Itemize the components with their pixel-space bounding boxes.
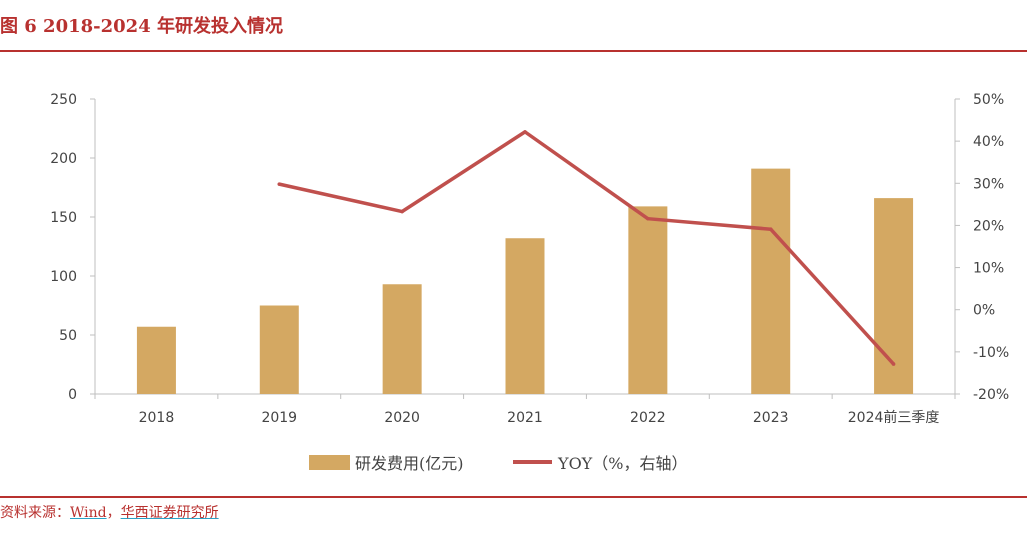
y-left-tick-label: 200 xyxy=(50,151,77,167)
bar xyxy=(382,284,422,394)
y-right-tick-label: -10% xyxy=(973,345,1009,361)
rd-investment-chart: 2018 2019 2020 2021 2022 2023 2024前三季度 0 50 100 1… xyxy=(50,92,1009,473)
y-left-tick-label: 50 xyxy=(59,328,77,344)
yoy-point xyxy=(277,182,282,186)
bar xyxy=(259,305,299,394)
bar xyxy=(751,168,791,394)
legend-bar-swatch xyxy=(309,455,350,470)
yoy-point xyxy=(768,227,773,232)
x-tick-label: 2018 xyxy=(139,410,175,426)
yoy-line-series xyxy=(277,130,896,366)
bar xyxy=(874,198,914,394)
x-axis-labels: 2018 2019 2020 2021 2022 2023 2024前三季度 xyxy=(139,409,940,426)
y-right-tick-label: 50% xyxy=(973,92,1004,108)
bar xyxy=(505,238,545,394)
y-left-tick-labels: 0 50 100 150 200 250 xyxy=(50,92,77,403)
y-right-tick-label: 0% xyxy=(973,303,995,319)
x-tick-label: 2021 xyxy=(507,410,543,426)
yoy-line xyxy=(278,130,895,366)
y-right-tick-label: -20% xyxy=(973,387,1009,403)
yoy-point xyxy=(646,216,650,221)
y-right-tick-label: 20% xyxy=(973,218,1004,234)
source-huaxi-link[interactable]: 华西证券研究所 xyxy=(120,505,219,521)
chart-legend: 研发费用(亿元) YOY（%，右轴） xyxy=(309,454,687,473)
y-left-tick-label: 150 xyxy=(50,210,77,226)
figure-title: 图 6 2018-2024 年研发投入情况 xyxy=(0,16,283,37)
bottom-divider xyxy=(0,496,1027,498)
bar xyxy=(136,326,176,394)
legend-bar-label: 研发费用(亿元) xyxy=(355,454,464,473)
x-tick-label: 2023 xyxy=(753,410,789,426)
y-right-tick-label: 30% xyxy=(973,176,1004,192)
y-left-tick-label: 100 xyxy=(50,269,77,285)
chart-axes xyxy=(90,98,960,399)
x-tick-label: 2022 xyxy=(630,410,666,426)
legend-line-label: YOY（%，右轴） xyxy=(557,454,687,473)
source-note: 资料来源：Wind，华西证券研究所 xyxy=(0,502,219,522)
top-divider xyxy=(0,50,1027,52)
y-right-tick-label: 40% xyxy=(973,134,1004,150)
bar-series xyxy=(136,168,914,394)
source-separator: ， xyxy=(106,505,121,521)
source-wind-link[interactable]: Wind xyxy=(70,505,107,521)
yoy-point xyxy=(400,209,404,214)
x-tick-label: 2020 xyxy=(384,410,420,426)
source-prefix: 资料来源： xyxy=(0,505,70,521)
x-tick-label: 2019 xyxy=(261,410,297,426)
y-left-tick-label: 0 xyxy=(68,387,77,403)
bar xyxy=(628,206,668,394)
y-right-tick-label: 10% xyxy=(973,261,1004,277)
yoy-point xyxy=(891,362,896,366)
yoy-point xyxy=(523,130,527,134)
x-tick-label: 2024前三季度 xyxy=(848,409,940,426)
y-right-tick-labels: -20% -10% 0% 10% 20% 30% 40% 50% xyxy=(973,92,1009,403)
y-left-tick-label: 250 xyxy=(50,92,77,108)
